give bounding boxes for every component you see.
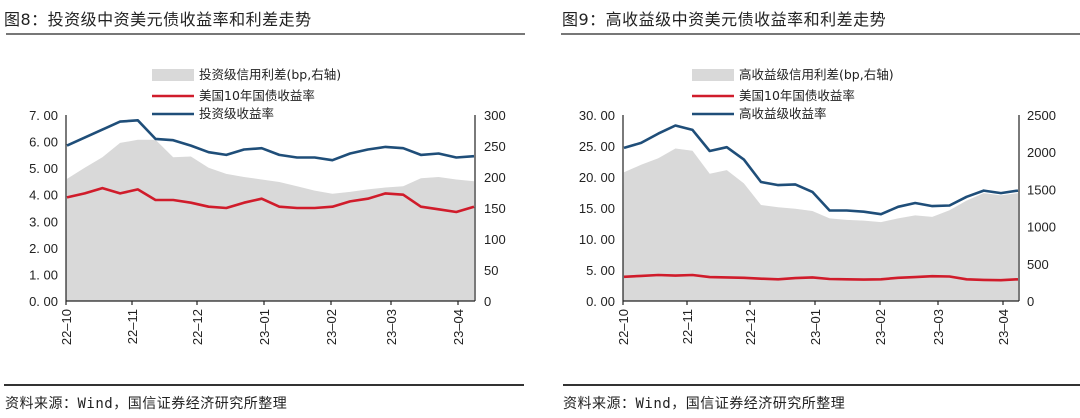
yield-line: [66, 119, 475, 162]
left-axis-tick-label: 10. 00: [579, 232, 615, 247]
figure-9-source-rule: [563, 384, 1080, 386]
x-axis-tick-label: 23–02: [324, 309, 339, 345]
right-axis-tick-label: 1500: [1027, 182, 1056, 197]
right-axis-tick-label: 0: [1027, 294, 1034, 309]
right-axis-tick-label: 0: [484, 294, 491, 309]
right-axis-tick-label: 100: [484, 232, 506, 247]
x-axis-tick-label: 23–01: [808, 309, 823, 345]
right-axis-tick-label: 200: [484, 170, 506, 185]
legend-label: 投资级信用利差(bp,右轴): [199, 67, 341, 82]
chart-investment-grade: 0. 00 1. 00 2. 00 3. 00 4. 00 5. 00 6. 00 7. 00…: [29, 67, 506, 345]
left-axis-tick-label: 5. 00: [29, 161, 58, 176]
x-axis-tick-label: 23–03: [384, 309, 399, 345]
x-axis-tick-label: 22–11: [125, 309, 140, 344]
figure-8-title: 图8：投资级中资美元债收益率和利差走势: [4, 10, 312, 29]
figure-8-source: 资料来源：Wind，国信证券经济研究所整理: [5, 396, 288, 412]
figure-8-title-rule: [6, 33, 525, 35]
x-axis-tick-label: 23–01: [257, 309, 272, 345]
left-axis-tick-label: 4. 00: [29, 188, 58, 203]
figure-8-source-rule: [4, 384, 524, 386]
right-axis-tick-label: 500: [1027, 257, 1049, 272]
ust10y-line: [623, 273, 1019, 282]
legend-label: 美国10年国债收益率: [199, 88, 315, 103]
right-axis-tick-label: 50: [484, 263, 498, 278]
figure-9-title-rule: [561, 33, 1080, 35]
left-axis-tick-label: 5. 00: [586, 263, 615, 278]
ust10y-line: [66, 186, 475, 214]
legend-label: 投资级收益率: [199, 106, 274, 121]
x-axis-tick-label: 23–04: [451, 309, 466, 345]
left-axis-tick-label: 2. 00: [29, 241, 58, 256]
left-axis-tick-label: 7. 00: [29, 108, 58, 123]
x-axis-tick-label: 22–12: [743, 309, 758, 345]
figure-9-source: 资料来源：Wind，国信证券经济研究所整理: [563, 396, 846, 412]
x-axis-tick-label: 22–10: [59, 309, 74, 345]
x-axis-tick-label: 23–02: [873, 309, 888, 345]
left-axis-tick-label: 15. 00: [579, 201, 615, 216]
right-axis-tick-label: 1000: [1027, 220, 1056, 235]
legend-spread-swatch: [152, 69, 194, 81]
x-axis-tick-label: 23–03: [931, 309, 946, 345]
x-axis-tick-label: 22–11: [680, 309, 695, 344]
left-axis-tick-label: 6. 00: [29, 135, 58, 150]
left-axis-tick-label: 3. 00: [29, 214, 58, 229]
legend-spread-swatch: [692, 69, 734, 81]
right-axis-tick-label: 300: [484, 108, 506, 123]
legend-label: 高收益级信用利差(bp,右轴): [739, 67, 894, 82]
spread-area: [66, 139, 474, 301]
x-axis-tick-label: 22–10: [616, 309, 631, 345]
legend-label: 美国10年国债收益率: [739, 88, 855, 103]
x-axis-tick-label: 23–04: [996, 309, 1011, 345]
chart-high-yield: 0. 00 5. 00 10. 00 15. 00 20. 00 25. 00 30. 00…: [579, 67, 1056, 345]
left-axis-tick-label: 25. 00: [579, 139, 615, 154]
figure-9-title: 图9：高收益级中资美元债收益率和利差走势: [562, 10, 887, 29]
left-axis-tick-label: 0. 00: [29, 294, 58, 309]
left-axis-tick-label: 20. 00: [579, 170, 615, 185]
right-axis-tick-label: 2500: [1027, 108, 1056, 123]
x-axis-tick-label: 22–12: [190, 309, 205, 345]
left-axis-tick-label: 0. 00: [586, 294, 615, 309]
right-axis-tick-label: 2000: [1027, 145, 1056, 160]
legend-label: 高收益级收益率: [739, 106, 827, 121]
left-axis-tick-label: 1. 00: [29, 267, 58, 282]
right-axis-tick-label: 250: [484, 139, 506, 154]
right-axis-tick-label: 150: [484, 201, 506, 216]
spread-area: [623, 148, 1018, 301]
left-axis-tick-label: 30. 00: [579, 108, 615, 123]
yield-line: [623, 124, 1019, 216]
